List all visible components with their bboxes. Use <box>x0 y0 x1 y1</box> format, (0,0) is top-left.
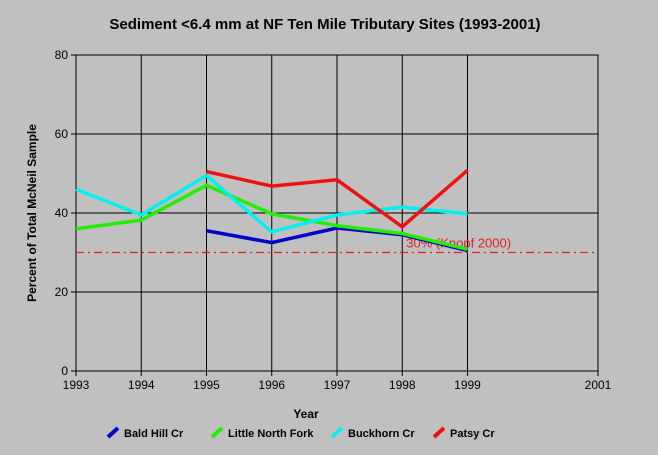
legend-swatch <box>210 426 224 439</box>
x-tick-label: 1997 <box>324 378 351 392</box>
x-tick-label: 1994 <box>128 378 155 392</box>
legend-swatch <box>106 426 120 439</box>
y-tick-label: 80 <box>55 48 69 62</box>
y-tick-label: 60 <box>55 127 69 141</box>
x-tick-label: 1998 <box>389 378 416 392</box>
legend-label: Bald Hill Cr <box>124 428 184 440</box>
legend-swatch <box>330 426 344 439</box>
series-line-little-north-fork <box>75 183 468 252</box>
y-axis-label: Percent of Total McNeil Sample <box>25 124 39 302</box>
x-tick-label: 1993 <box>63 378 90 392</box>
series-lines <box>75 169 469 253</box>
x-tick-label: 1999 <box>454 378 481 392</box>
legend-label: Patsy Cr <box>450 428 495 440</box>
x-tick-label: 1995 <box>193 378 220 392</box>
x-tick-label: 2001 <box>585 378 612 392</box>
legend: Bald Hill Cr Little North Fork Buckhorn Cr… <box>106 426 495 440</box>
y-tick-label: 40 <box>55 206 69 220</box>
legend-swatch <box>432 426 446 439</box>
legend-label: Buckhorn Cr <box>348 428 415 440</box>
chart-title: Sediment <6.4 mm at NF Ten Mile Tributar… <box>109 16 540 33</box>
axis-ticks: 1993 1994 1995 1996 1997 1998 1999 2001 0 20 40 60 8… <box>55 48 612 392</box>
y-tick-label: 20 <box>55 285 69 299</box>
series-line-buckhorn-cr <box>75 173 468 234</box>
y-tick-label: 0 <box>61 364 68 378</box>
legend-label: Little North Fork <box>228 428 314 440</box>
x-tick-label: 1996 <box>258 378 285 392</box>
x-axis-label: Year <box>293 407 319 421</box>
series-line-patsy-cr <box>206 169 469 230</box>
